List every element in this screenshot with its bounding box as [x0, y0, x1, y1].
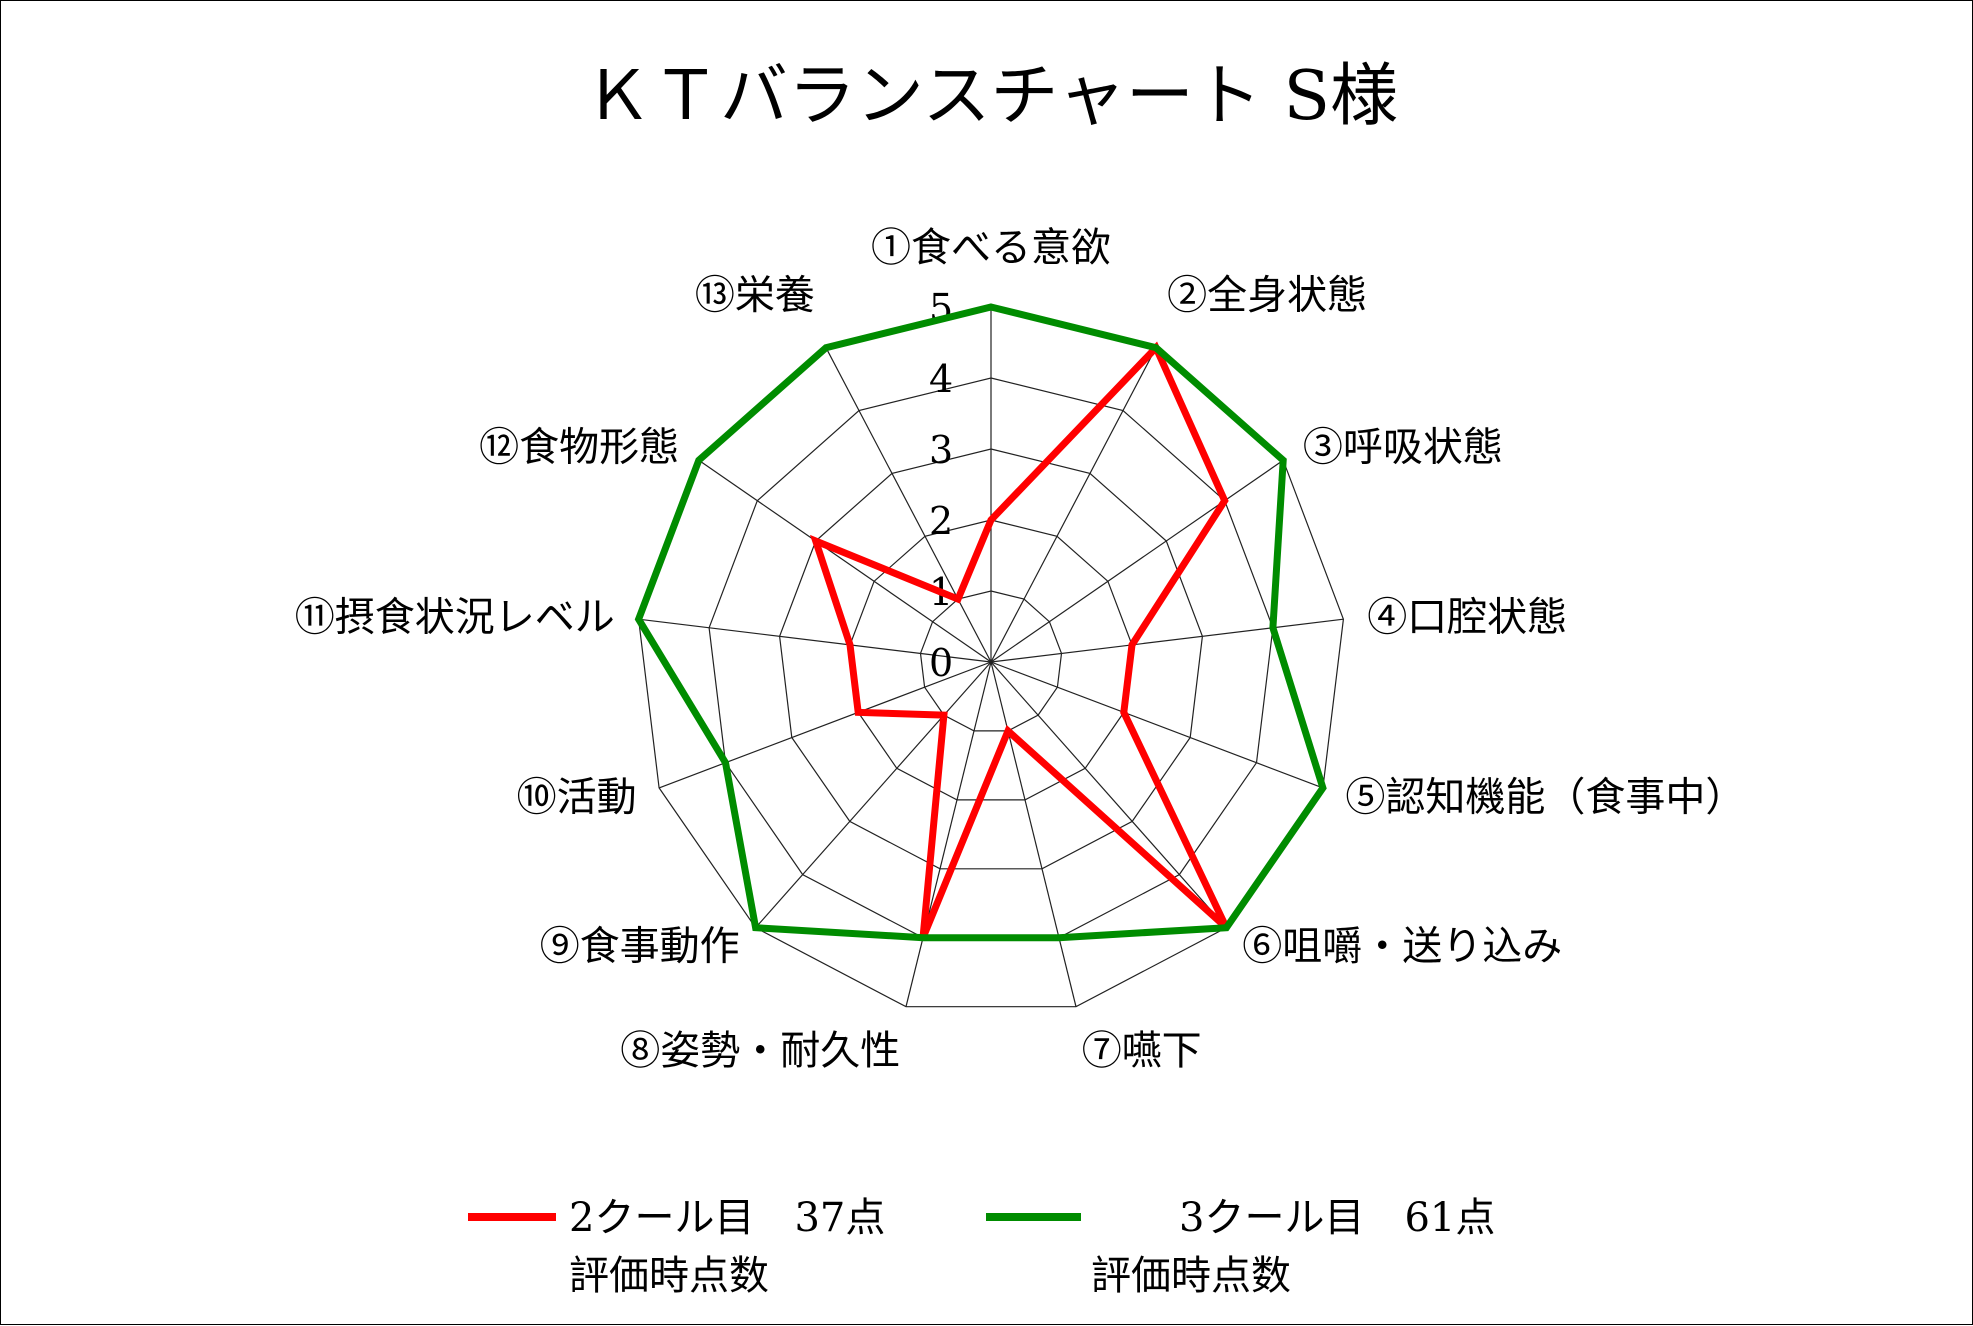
axis-label-5: ⑤認知機能（食事中）	[1345, 774, 1745, 820]
tick-label-0: 0	[929, 641, 953, 685]
legend-label-series-2-line1: 3クール目 61点	[1179, 1195, 1495, 1241]
spoke-2	[990, 347, 1157, 663]
legend-label-series-1-line1: 2クール目 37点	[569, 1195, 885, 1241]
axis-label-13: ⑬栄養	[695, 272, 815, 318]
axis-label-2: ②全身状態	[1167, 272, 1367, 318]
axis-label-8: ⑧姿勢・耐久性	[620, 1028, 900, 1074]
chart-title: ＫＴバランスチャート S様	[584, 57, 1398, 136]
series-2-line	[634, 303, 1327, 942]
spoke-10	[658, 661, 992, 789]
series-layer	[634, 303, 1327, 942]
legend-label-series-2-line2: 評価時点数	[1091, 1253, 1291, 1299]
axis-label-6: ⑥咀嚼・送り込み	[1242, 924, 1562, 970]
tick-label-4: 4	[929, 357, 953, 401]
axis-label-12: ⑫食物形態	[479, 425, 679, 471]
spoke-6	[990, 661, 1227, 929]
axis-label-3: ③呼吸状態	[1303, 425, 1503, 471]
grid-ring-3	[778, 448, 1204, 870]
series-1-line	[809, 341, 1230, 940]
spoke-11	[638, 618, 992, 663]
axis-label-10: ⑩活動	[517, 774, 637, 820]
legend-label-series-1-line2: 評価時点数	[569, 1253, 769, 1299]
legend: 2クール目 37点 評価時点数 3クール目 61点 評価時点数	[468, 1195, 1495, 1299]
axis-label-11: ⑪摂食状況レベル	[295, 594, 615, 640]
tick-label-2: 2	[929, 499, 953, 543]
spoke-13	[825, 347, 992, 663]
spoke-9	[755, 661, 992, 929]
spoke-7	[990, 661, 1077, 1007]
axis-label-1: ①食べる意欲	[871, 225, 1111, 271]
spoke-5	[990, 661, 1324, 789]
spoke-12	[698, 459, 992, 663]
tick-label-3: 3	[929, 428, 953, 472]
axis-label-9: ⑨食事動作	[540, 924, 740, 970]
spoke-8	[905, 661, 992, 1007]
spoke-4	[990, 618, 1344, 663]
grid-ring-2	[849, 519, 1133, 801]
grid-ring-1	[919, 590, 1063, 732]
grid-layer	[637, 306, 1345, 1008]
axis-labels: ①食べる意欲 ②全身状態 ③呼吸状態 ④口腔状態 ⑤認知機能（食事中） ⑥咀嚼・送り込み ⑦…	[295, 225, 1746, 1074]
spoke-3	[990, 459, 1284, 663]
axis-label-4: ④口腔状態	[1367, 594, 1567, 640]
axis-label-7: ⑦嚥下	[1082, 1028, 1202, 1074]
